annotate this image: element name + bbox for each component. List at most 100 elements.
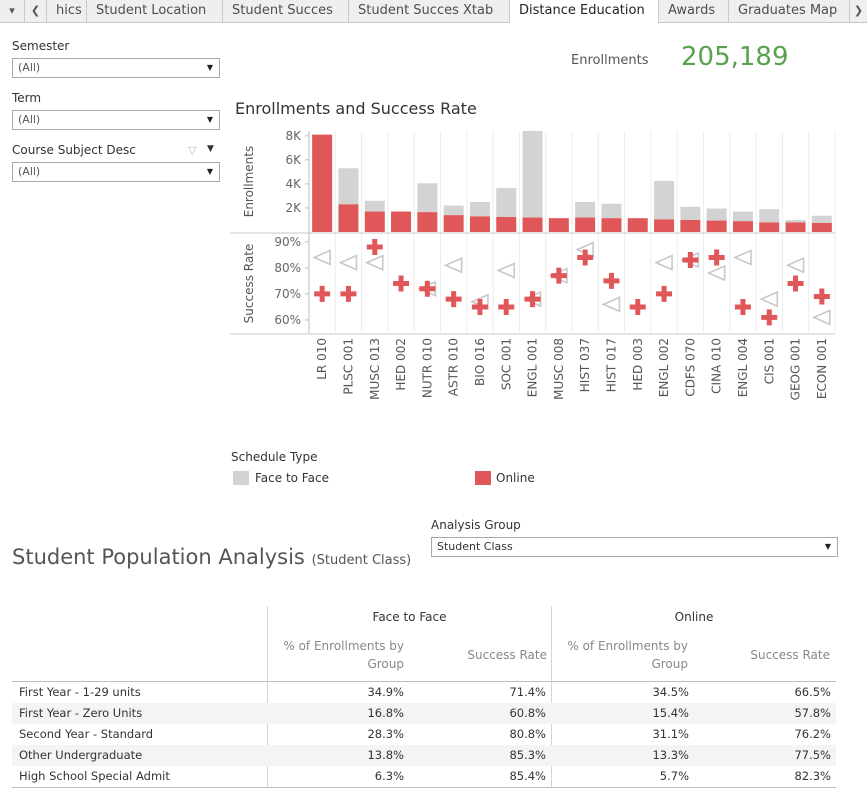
tab-label: Awards xyxy=(668,3,716,18)
tab-forward-icon[interactable]: ❯ xyxy=(853,4,864,17)
marker-face-to-face-hist-017 xyxy=(601,296,621,313)
marker-online-hist-037 xyxy=(577,249,594,266)
marker-face-to-face-lr-010 xyxy=(312,249,331,266)
enrollments-axis-title: Enrollments xyxy=(242,146,256,218)
y-tick-label: 4K xyxy=(285,177,302,191)
x-tick-label: NUTR 010 xyxy=(420,338,434,398)
col-header-rate-online: Success Rate xyxy=(750,648,830,662)
course-subject-value: (All) xyxy=(18,165,41,178)
term-filter-label: Term xyxy=(12,91,42,105)
tab-student-location[interactable]: Student Location xyxy=(87,0,223,23)
row-label: High School Special Admit xyxy=(19,769,170,783)
semester-dropdown[interactable]: (All) ▼ xyxy=(12,58,220,78)
bar-face-to-face-cina-010 xyxy=(706,208,727,221)
tab-hics[interactable]: hics xyxy=(47,0,87,23)
legend-label-face-to-face[interactable]: Face to Face xyxy=(255,471,329,485)
legend-swatch-face-to-face[interactable] xyxy=(233,471,249,485)
marker-face-to-face-geog-001 xyxy=(785,257,805,274)
group-header-face-to-face: Face to Face xyxy=(372,610,447,624)
filter-funnel-icon[interactable]: ▽ xyxy=(188,144,197,157)
row-label: Other Undergraduate xyxy=(19,748,143,762)
tab-student-succes-xtab[interactable]: Student Succes Xtab xyxy=(349,0,510,23)
marker-online-hed-003 xyxy=(629,298,646,315)
bar-online-engl-002 xyxy=(654,219,675,232)
legend-swatch-online[interactable] xyxy=(475,471,491,485)
marker-online-engl-002 xyxy=(656,285,673,302)
bar-face-to-face-engl-004 xyxy=(732,211,753,222)
y-tick-label: 80% xyxy=(274,261,301,275)
table-row: First Year - Zero Units 16.8% 60.8% 15.4… xyxy=(12,703,836,724)
filter-menu-chevron-icon[interactable]: ▼ xyxy=(207,144,214,154)
chevron-down-icon: ▼ xyxy=(206,167,213,176)
tab-graduates-map[interactable]: Graduates Map xyxy=(729,0,850,23)
bar-online-lr-010 xyxy=(312,134,333,232)
x-tick-label: BIO 016 xyxy=(473,338,487,386)
bar-online-hist-017 xyxy=(601,218,622,232)
tab-student-succes[interactable]: Student Succes xyxy=(223,0,349,23)
x-tick-label: ENGL 004 xyxy=(736,338,750,397)
column-divider xyxy=(551,606,552,788)
enrollments-kpi-label: Enrollments xyxy=(571,53,649,68)
bar-online-hed-002 xyxy=(391,211,412,232)
cell-rate-online: 66.5% xyxy=(794,685,831,699)
cell-pct-face-to-face: 6.3% xyxy=(374,769,404,783)
marker-online-musc-013 xyxy=(366,239,383,256)
marker-face-to-face-econ-001 xyxy=(811,309,831,326)
analysis-group-dropdown[interactable]: Student Class ▼ xyxy=(431,537,838,557)
analysis-group-value: Student Class xyxy=(437,540,513,553)
sheet-tab-bar: ▾ ❮ hics Student Location Student Succes… xyxy=(0,0,867,24)
bar-online-hist-037 xyxy=(575,217,596,232)
legend-label-online[interactable]: Online xyxy=(496,471,535,485)
y-tick-label: 6K xyxy=(285,153,302,167)
tab-label: Graduates Map xyxy=(738,3,838,18)
x-tick-label: MUSC 008 xyxy=(552,338,566,400)
y-tick-label: 90% xyxy=(274,235,301,249)
marker-online-hist-017 xyxy=(603,272,620,289)
cell-pct-face-to-face: 34.9% xyxy=(367,685,404,699)
marker-online-econ-001 xyxy=(813,288,830,305)
x-tick-label: CIS 001 xyxy=(762,338,776,384)
cell-pct-face-to-face: 28.3% xyxy=(367,727,404,741)
term-dropdown[interactable]: (All) ▼ xyxy=(12,110,220,130)
tab-awards[interactable]: Awards xyxy=(659,0,729,23)
cell-pct-online: 34.5% xyxy=(652,685,689,699)
bar-face-to-face-musc-013 xyxy=(364,200,385,212)
cell-rate-online: 77.5% xyxy=(794,748,831,762)
x-tick-label: MUSC 013 xyxy=(368,338,382,400)
x-tick-label: HIST 037 xyxy=(578,338,592,392)
marker-online-hed-002 xyxy=(393,275,410,292)
bar-face-to-face-cis-001 xyxy=(759,209,780,223)
tab-label: Student Succes Xtab xyxy=(358,3,494,18)
marker-face-to-face-soc-001 xyxy=(496,262,516,279)
bar-face-to-face-soc-001 xyxy=(496,188,517,217)
marker-online-cina-010 xyxy=(708,249,725,266)
tab-menu-icon[interactable]: ▾ xyxy=(0,0,25,23)
population-table: Face to Face Online % of Enrollments by … xyxy=(12,606,836,788)
analysis-group-label: Analysis Group xyxy=(431,518,521,532)
cell-rate-online: 82.3% xyxy=(794,769,831,783)
bar-face-to-face-hist-037 xyxy=(575,201,596,218)
course-subject-dropdown[interactable]: (All) ▼ xyxy=(12,162,220,182)
tab-label: hics xyxy=(56,3,82,18)
cell-pct-online: 5.7% xyxy=(659,769,689,783)
cell-rate-face-to-face: 71.4% xyxy=(509,685,546,699)
column-divider xyxy=(267,606,268,788)
spa-title: Student Population Analysis (Student Cla… xyxy=(12,545,411,569)
table-row: First Year - 1-29 units 34.9% 71.4% 34.5… xyxy=(12,682,836,703)
bar-online-cina-010 xyxy=(706,220,727,232)
marker-online-musc-008 xyxy=(550,267,567,284)
bar-online-engl-004 xyxy=(732,221,753,232)
col-header-pct-online: % of Enrollments by Group xyxy=(567,639,688,671)
row-label: Second Year - Standard xyxy=(19,727,154,741)
col-header-rate-face-to-face: Success Rate xyxy=(467,648,547,662)
chevron-down-icon: ▼ xyxy=(824,542,831,551)
tab-distance-education[interactable]: Distance Education xyxy=(510,0,659,24)
bar-face-to-face-econ-001 xyxy=(811,215,832,223)
tab-back-icon[interactable]: ❮ xyxy=(25,0,47,23)
cell-rate-online: 57.8% xyxy=(794,706,831,720)
marker-face-to-face-cina-010 xyxy=(706,264,726,282)
cell-pct-face-to-face: 13.8% xyxy=(367,748,404,762)
row-label: First Year - 1-29 units xyxy=(19,685,141,699)
group-header-online: Online xyxy=(674,610,714,624)
cell-rate-face-to-face: 85.4% xyxy=(509,769,546,783)
